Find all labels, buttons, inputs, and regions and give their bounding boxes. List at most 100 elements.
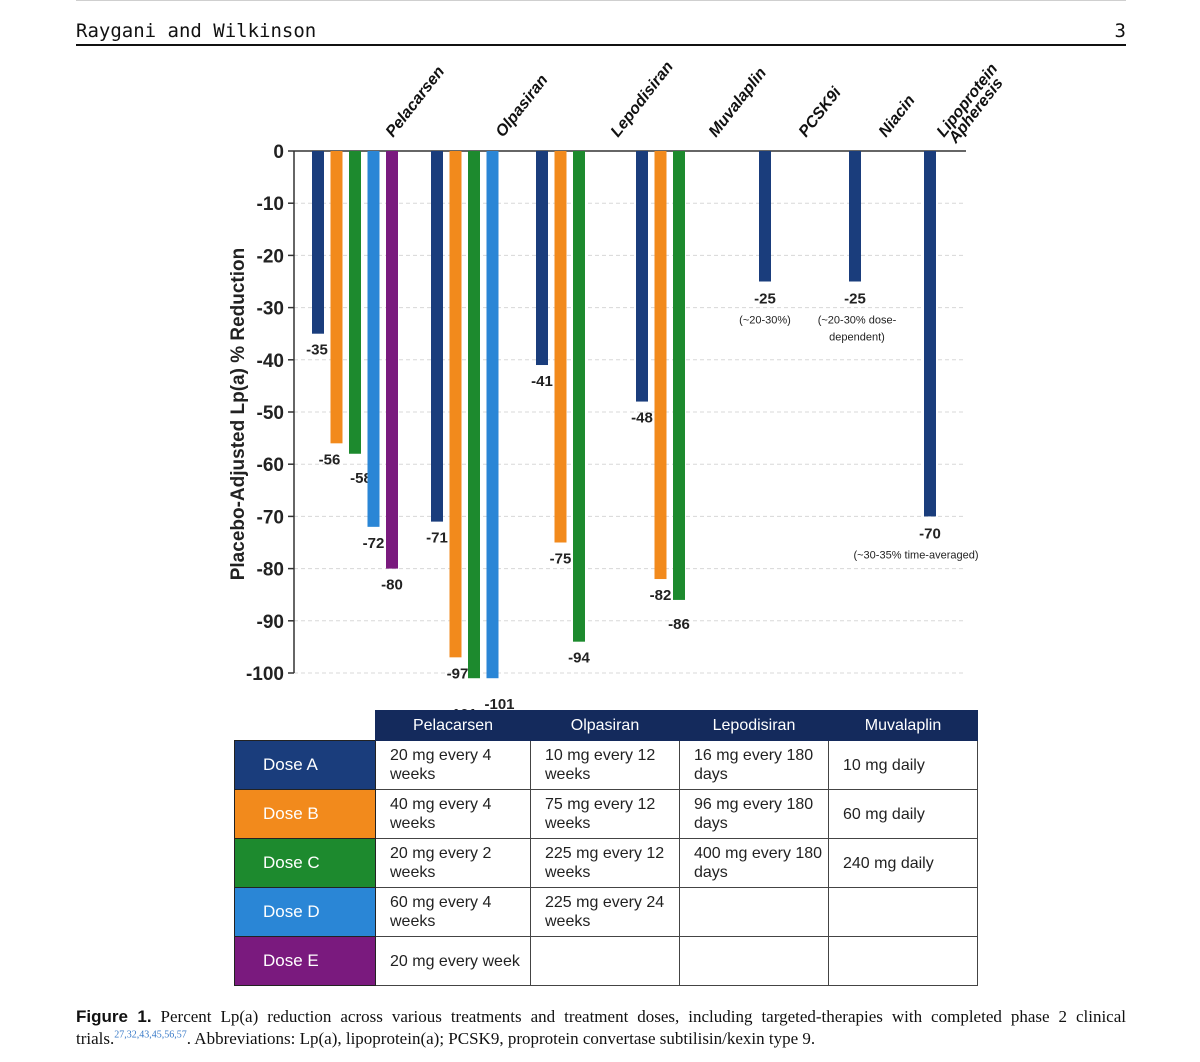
bar-pcsk9i [759,151,771,282]
table-corner [235,711,376,741]
running-head: Raygani and Wilkinson [76,20,317,42]
bar-olpasiran [449,151,462,658]
bar-value-label: -97 [447,665,469,682]
bar-value-label: -48 [631,410,653,427]
bar-muvalaplin [673,151,685,600]
bar-value-label: -25 [844,291,866,308]
caption-refs: 27,32,43,45,56,57 [114,1029,187,1041]
bar-value-label: -82 [650,587,672,604]
bar-lipoprotein-apheresis [924,151,936,517]
bar-value-label: -101 [447,706,477,710]
y-tick-label: -30 [257,299,284,320]
y-tick-label: 0 [273,142,284,163]
caption-label: Figure 1. [76,1007,152,1026]
table-row: Dose B 40 mg every 4 weeks 75 mg every 12 … [234,789,978,839]
table-header-pelacarsen: Pelacarsen [375,710,531,741]
table-row: Dose A 20 mg every 4 weeks 10 mg every 12 … [234,740,978,790]
dose-label: Dose B [234,789,376,839]
bar-value-label: -80 [381,577,403,594]
y-tick-label: -90 [257,612,284,633]
bar-lepodisiran [554,151,567,543]
group-label: Muvalaplin [706,65,770,141]
table-cell: 20 mg every 4 weeks [375,740,531,790]
bar-pelacarsen [330,151,343,444]
y-tick-label: -80 [257,560,284,581]
dose-label: Dose E [234,936,376,986]
bar-olpasiran [486,151,499,679]
table-cell: 400 mg every 180 days [679,838,829,888]
bar-note: (~20-30%) [739,315,791,327]
table-cell: 240 mg daily [828,838,978,888]
table-cell: 60 mg every 4 weeks [375,887,531,937]
bar-value-label: -56 [319,451,341,468]
bar-note: (~30-35% time-averaged) [853,549,978,561]
figure-caption: Figure 1. Percent Lp(a) reduction across… [76,1006,1126,1050]
group-label: PCSK9i [796,84,845,140]
y-tick-label: -100 [246,664,284,685]
table-row: Dose C 20 mg every 2 weeks 225 mg every 12… [234,838,978,888]
bar-value-label: -70 [919,525,941,542]
bar-pelacarsen [386,151,398,569]
dose-label: Dose C [234,838,376,888]
table-header-muvalaplin: Muvalaplin [828,710,978,741]
dose-label: Dose D [234,887,376,937]
bar-olpasiran [468,151,480,679]
group-label: Pelacarsen [383,63,449,140]
bar-value-label: -72 [363,535,385,552]
table-cell: 10 mg every 12 weeks [530,740,680,790]
bar-value-label: -35 [306,342,328,359]
table-cell: 75 mg every 12 weeks [530,789,680,839]
group-label: Lepodisiran [608,58,677,140]
table-cell: 225 mg every 12 weeks [530,838,680,888]
y-tick-label: -70 [257,507,284,528]
table-cell: 20 mg every 2 weeks [375,838,531,888]
bar-value-label: -58 [350,470,372,487]
table-cell [679,887,829,937]
bar-lepodisiran [536,151,548,366]
table-header-olpasiran: Olpasiran [530,710,680,741]
caption-text: Percent Lp(a) reduction across various t… [76,1007,1126,1048]
bar-value-label: -71 [426,530,448,547]
bar-value-label: -101 [484,696,514,710]
bar-niacin [849,151,861,282]
y-tick-label: -60 [257,455,284,476]
bar-lepodisiran [573,151,585,642]
bar-olpasiran [431,151,443,522]
bar-muvalaplin [654,151,667,580]
table-cell [679,936,829,986]
group-label: Niacin [876,92,919,140]
table-cell: 60 mg daily [828,789,978,839]
bar-value-label: -86 [668,616,690,633]
top-rule [76,0,1126,1]
table-cell: 16 mg every 180 days [679,740,829,790]
bar-muvalaplin [636,151,648,402]
table-cell: 40 mg every 4 weeks [375,789,531,839]
table-cell [530,936,680,986]
table-cell [828,936,978,986]
bar-value-label: -75 [550,551,572,568]
y-tick-label: -10 [257,194,284,215]
bar-pelacarsen [312,151,324,334]
y-tick-label: -40 [257,351,284,372]
table-cell: 225 mg every 24 weeks [530,887,680,937]
table-cell: 10 mg daily [828,740,978,790]
dose-table: Pelacarsen Olpasiran Lepodisiran Muvalap… [234,710,978,986]
dose-label: Dose A [234,740,376,790]
bar-value-label: -41 [531,373,553,390]
table-header-lepodisiran: Lepodisiran [679,710,829,741]
bar-pelacarsen [349,151,361,454]
bar-note: (~20-30% dose- [818,315,897,327]
bar-note: dependent) [829,332,885,344]
table-row: Dose E 20 mg every week [234,936,978,986]
page-number: 3 [1114,20,1126,42]
lpa-reduction-bar-chart: 0 -10 -20 -30 -40 -50 -60 -70 -80 -90 -100 Placebo-… [228,58,1007,710]
caption-tail: . Abbreviations: Lp(a), lipoprotein(a); … [186,1029,816,1048]
y-tick-label: -20 [257,246,284,267]
table-cell: 96 mg every 180 days [679,789,829,839]
y-tick-label: -50 [257,403,284,424]
table-cell [828,887,978,937]
bar-value-label: -25 [754,291,776,308]
bar-pelacarsen [367,151,380,527]
table-cell: 20 mg every week [375,936,531,986]
y-axis-label: Placebo-Adjusted Lp(a) % Reduction [228,248,249,581]
